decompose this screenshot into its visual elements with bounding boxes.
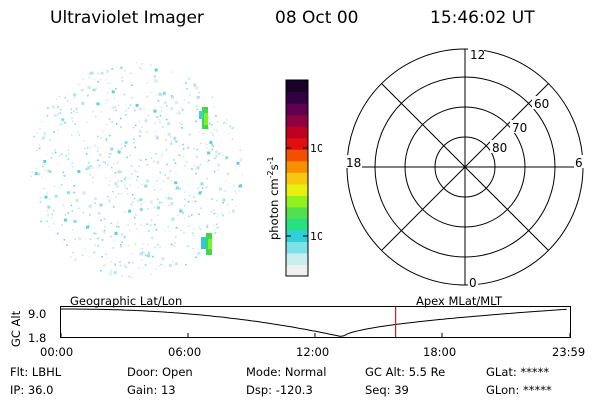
y-tick-9: 9.0	[28, 307, 47, 321]
x-tick-0600: 06:00	[168, 345, 202, 359]
image-pixels	[30, 62, 243, 278]
aurora-spot-lower	[201, 233, 212, 255]
footer-ip: IP: 36.0	[10, 383, 54, 397]
timeline-frame	[60, 306, 571, 338]
lat-label-80: 80	[492, 141, 507, 155]
footer-dsp: Dsp: -120.3	[246, 383, 313, 397]
colorbar-frame	[285, 79, 309, 277]
footer-glon: GLon: *****	[486, 383, 552, 397]
footer-glat: GLat: *****	[486, 365, 550, 379]
aurora-spot-upper	[199, 107, 208, 129]
colorbar-scale	[286, 80, 308, 277]
altitude-timeline	[60, 306, 571, 338]
uv-image-disk	[30, 62, 243, 278]
x-tick-1800: 18:00	[423, 345, 457, 359]
colorbar-ticks	[286, 147, 308, 237]
instrument-title: Ultraviolet Imager	[50, 8, 204, 28]
x-tick-2359: 23:59	[552, 345, 586, 359]
footer-door: Door: Open	[127, 365, 193, 379]
altitude-curve	[61, 308, 567, 337]
colorbar-tick-10: 10	[310, 230, 322, 243]
x-tick-0000: 00:00	[40, 345, 74, 359]
polar-grid: 12 18 6 0 60 70 80	[344, 48, 584, 290]
mlt-label-12: 12	[470, 48, 485, 62]
footer-gain: Gain: 13	[127, 383, 176, 397]
mlt-label-0: 0	[469, 276, 477, 290]
colorbar-tick-100: 100	[310, 142, 322, 155]
footer-mode: Mode: Normal	[246, 365, 327, 379]
geographic-label: Geographic Lat/Lon	[70, 294, 183, 308]
meridian-diag-2	[381, 83, 549, 251]
lat-label-60: 60	[534, 97, 549, 111]
footer-flt: Flt: LBHL	[10, 365, 62, 379]
y-tick-1-8: 1.8	[28, 331, 47, 345]
gc-alt-axis-label: GC Alt	[9, 310, 23, 348]
footer-gc-alt: GC Alt: 5.5 Re	[365, 365, 446, 379]
apex-label: Apex MLat/MLT	[416, 294, 503, 308]
footer-seq: Seq: 39	[365, 383, 409, 397]
lat-label-70: 70	[512, 121, 527, 135]
x-tick-1200: 12:00	[296, 345, 330, 359]
mlt-label-18: 18	[346, 156, 361, 170]
mlt-label-6: 6	[575, 156, 583, 170]
time-label: 15:46:02 UT	[430, 8, 535, 28]
colorbar-label: photon cm-2s-1	[266, 156, 281, 240]
colorbar: 100 10 photon cm-2s-1	[266, 79, 322, 277]
date-label: 08 Oct 00	[275, 8, 359, 28]
